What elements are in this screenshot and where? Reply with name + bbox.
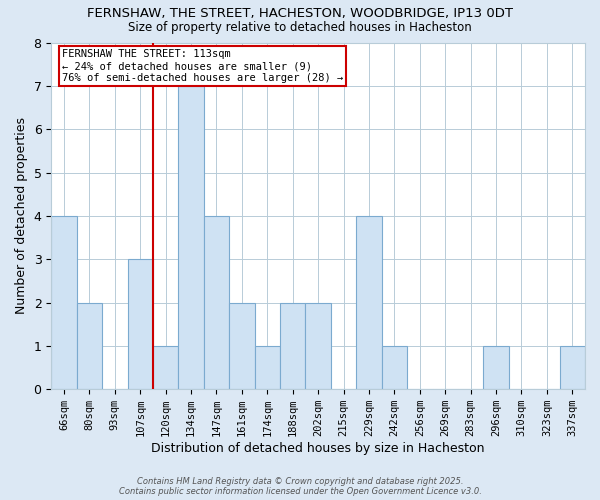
Bar: [178, 86, 204, 389]
Text: FERNSHAW THE STREET: 113sqm
← 24% of detached houses are smaller (9)
76% of semi: FERNSHAW THE STREET: 113sqm ← 24% of det…: [62, 50, 343, 82]
Bar: [356, 216, 382, 389]
Bar: [51, 216, 77, 389]
Text: Size of property relative to detached houses in Hacheston: Size of property relative to detached ho…: [128, 21, 472, 34]
Bar: [153, 346, 178, 389]
Bar: [254, 346, 280, 389]
Bar: [280, 302, 305, 389]
Bar: [305, 302, 331, 389]
Text: Contains HM Land Registry data © Crown copyright and database right 2025.
Contai: Contains HM Land Registry data © Crown c…: [119, 476, 481, 496]
Bar: [229, 302, 254, 389]
Bar: [128, 259, 153, 389]
Bar: [204, 216, 229, 389]
Bar: [77, 302, 102, 389]
X-axis label: Distribution of detached houses by size in Hacheston: Distribution of detached houses by size …: [151, 442, 485, 455]
Text: FERNSHAW, THE STREET, HACHESTON, WOODBRIDGE, IP13 0DT: FERNSHAW, THE STREET, HACHESTON, WOODBRI…: [87, 8, 513, 20]
Bar: [560, 346, 585, 389]
Bar: [382, 346, 407, 389]
Bar: [484, 346, 509, 389]
Y-axis label: Number of detached properties: Number of detached properties: [15, 118, 28, 314]
